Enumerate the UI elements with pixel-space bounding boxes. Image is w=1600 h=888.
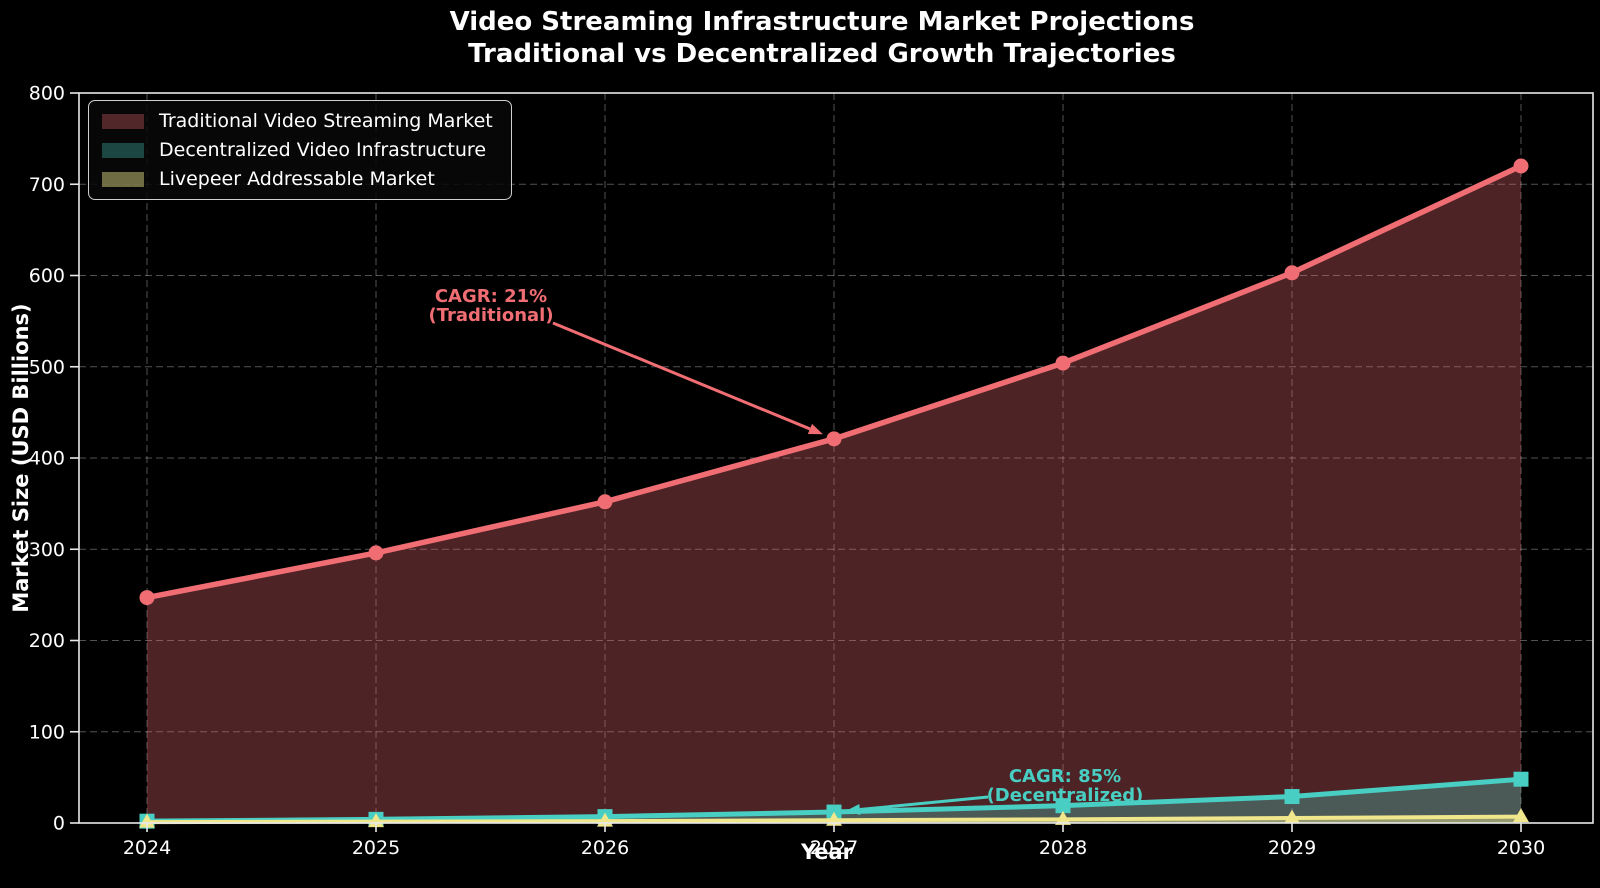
- axes-frame: [70, 92, 1594, 832]
- legend-item-traditional: Traditional Video Streaming Market: [102, 110, 493, 132]
- data-point: [139, 590, 155, 606]
- annotation-arrows: [552, 321, 989, 815]
- annotation-text: CAGR: 85%: [1008, 766, 1122, 787]
- chart-title-line1: Video Streaming Infrastructure Market Pr…: [449, 7, 1195, 37]
- annotation-text: (Traditional): [428, 305, 554, 326]
- y-tick-label: 700: [29, 174, 65, 196]
- y-axis-label: Market Size (USD Billions): [9, 303, 33, 613]
- legend: Traditional Video Streaming Market Decen…: [88, 100, 512, 200]
- tick-labels: 2024 2025 2026 2027 2028 2029 2030 0 100 200 300 40…: [29, 83, 1545, 860]
- legend-item-livepeer: Livepeer Addressable Market: [102, 168, 493, 190]
- y-tick-label: 500: [29, 356, 65, 378]
- y-tick-label: 600: [29, 265, 65, 287]
- annotation-cagr-traditional: CAGR: 21% (Traditional): [428, 287, 553, 325]
- annotation-cagr-decentralized: CAGR: 85% (Decentralized): [987, 767, 1144, 805]
- annotation-text: CAGR: 21%: [434, 286, 548, 307]
- data-point: [1284, 809, 1300, 824]
- y-tick-label: 200: [29, 630, 65, 652]
- data-point: [1284, 265, 1300, 281]
- annotation-arrow-head: [807, 423, 823, 435]
- gridlines: [79, 92, 1593, 823]
- data-point: [826, 431, 842, 447]
- data-point: [368, 545, 384, 561]
- data-point: [1513, 771, 1529, 787]
- x-tick-label: 2026: [581, 837, 629, 859]
- legend-label-decentralized: Decentralized Video Infrastructure: [159, 139, 487, 161]
- x-tick-label: 2025: [352, 837, 400, 859]
- data-point: [1284, 789, 1300, 805]
- x-axis-label: Year: [800, 840, 854, 864]
- series-lines: [139, 158, 1529, 829]
- data-point: [139, 813, 155, 828]
- legend-swatch-traditional: [102, 113, 144, 129]
- legend-label-livepeer: Livepeer Addressable Market: [159, 168, 435, 190]
- data-point: [1513, 158, 1529, 174]
- legend-swatch-decentralized: [102, 142, 144, 158]
- series-area-0: [147, 166, 1521, 823]
- series-markers-0: [139, 158, 1529, 606]
- y-tick-label: 100: [29, 721, 65, 743]
- annotation-arrow-head: [845, 804, 861, 815]
- chart-title-line2: Traditional vs Decentralized Growth Traj…: [468, 39, 1176, 69]
- annotation-text: (Decentralized): [986, 785, 1144, 806]
- legend-item-decentralized: Decentralized Video Infrastructure: [102, 139, 493, 161]
- x-tick-label: 2027: [810, 837, 858, 859]
- x-tick-label: 2029: [1268, 837, 1316, 859]
- data-point: [1513, 808, 1529, 823]
- chart-title: Video Streaming Infrastructure Market Pr…: [22, 6, 1600, 70]
- data-point: [1055, 810, 1071, 825]
- y-tick-label: 400: [29, 448, 65, 470]
- y-tick-label: 0: [53, 813, 65, 835]
- legend-label-traditional: Traditional Video Streaming Market: [159, 110, 493, 132]
- data-point: [1055, 798, 1071, 814]
- data-point: [1055, 355, 1071, 371]
- legend-swatch-livepeer: [102, 171, 144, 187]
- x-tick-label: 2028: [1039, 837, 1087, 859]
- data-point: [597, 494, 613, 510]
- series-area-1: [147, 779, 1521, 823]
- x-tick-label: 2030: [1497, 837, 1545, 859]
- y-tick-label: 300: [29, 539, 65, 561]
- x-tick-label: 2024: [123, 837, 171, 859]
- y-tick-label: 800: [29, 83, 65, 105]
- annotation-arrow-line: [552, 321, 811, 431]
- annotation-arrow-line: [859, 795, 989, 812]
